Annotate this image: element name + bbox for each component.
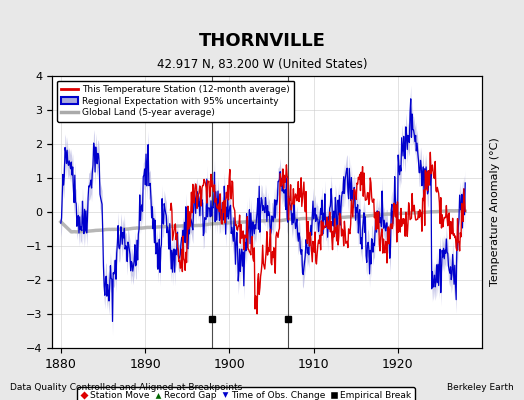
Legend: Station Move, Record Gap, Time of Obs. Change, Empirical Break: Station Move, Record Gap, Time of Obs. C… bbox=[77, 387, 415, 400]
Text: THORNVILLE: THORNVILLE bbox=[199, 32, 325, 50]
Y-axis label: Temperature Anomaly (°C): Temperature Anomaly (°C) bbox=[490, 138, 500, 286]
Text: 42.917 N, 83.200 W (United States): 42.917 N, 83.200 W (United States) bbox=[157, 58, 367, 71]
Text: Data Quality Controlled and Aligned at Breakpoints: Data Quality Controlled and Aligned at B… bbox=[10, 383, 243, 392]
Text: Berkeley Earth: Berkeley Earth bbox=[447, 383, 514, 392]
